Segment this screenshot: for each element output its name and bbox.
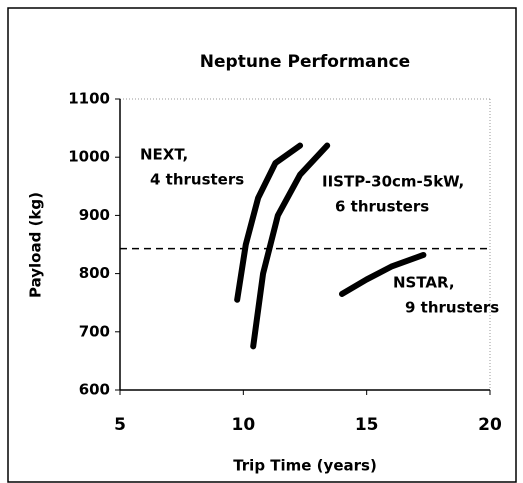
series-line <box>250 142 331 350</box>
annotation: IISTP-30cm-5kW, <box>322 173 464 191</box>
y-tick-label: 900 <box>79 206 110 224</box>
y-tick-label: 700 <box>79 322 110 340</box>
y-tick-label: 800 <box>79 264 110 282</box>
annotation: 4 thrusters <box>150 171 244 189</box>
annotation: NSTAR, <box>393 274 455 292</box>
series-line <box>234 142 304 303</box>
y-axis-label: Payload (kg) <box>27 192 45 298</box>
x-tick-label: 5 <box>114 415 126 435</box>
y-tick-label: 600 <box>79 381 110 399</box>
x-tick-label: 15 <box>355 415 379 435</box>
x-axis-label: Trip Time (years) <box>233 457 377 475</box>
y-tick-label: 1100 <box>68 90 110 108</box>
annotation: 9 thrusters <box>405 299 499 317</box>
chart-title: Neptune Performance <box>200 52 410 72</box>
x-tick-label: 20 <box>478 415 502 435</box>
annotation: NEXT, <box>140 146 188 164</box>
y-tick-label: 1000 <box>68 148 110 166</box>
x-tick-label: 10 <box>231 415 255 435</box>
frame <box>7 7 517 483</box>
annotation: 6 thrusters <box>335 198 429 216</box>
series-line <box>339 251 427 297</box>
